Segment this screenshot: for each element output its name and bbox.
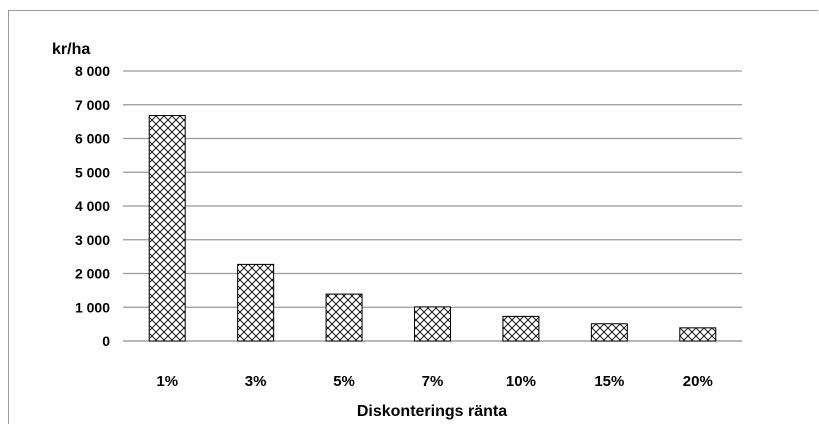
x-tick-label: 15% (594, 373, 624, 390)
y-tick-label: 7 000 (75, 97, 110, 113)
y-tick-label: 5 000 (75, 164, 110, 180)
y-tick-label: 2 000 (75, 266, 110, 282)
y-tick-label: 6 000 (75, 131, 110, 147)
x-tick-label: 7% (422, 373, 444, 390)
y-tick-label: 1 000 (75, 299, 110, 315)
x-axis-label: Diskonterings ränta (357, 403, 507, 420)
y-axis-ticks: 0 1 000 2 000 3 000 4 000 5 000 6 000 7 000 8 00… (75, 63, 110, 349)
bar (148, 115, 186, 342)
bar (325, 293, 363, 342)
chart-frame (8, 10, 818, 424)
x-tick-label: 10% (506, 373, 536, 390)
x-tick-label: 3% (245, 373, 267, 390)
bar (590, 323, 628, 342)
y-tick-label: 8 000 (75, 63, 110, 79)
bar (237, 263, 275, 342)
bars (148, 115, 717, 342)
y-tick-label: 4 000 (75, 198, 110, 214)
bar (502, 315, 540, 342)
y-axis-label: kr/ha (52, 41, 90, 58)
bar (414, 306, 451, 342)
x-tick-label: 1% (156, 373, 178, 390)
gridlines (123, 70, 742, 342)
y-tick-label: 3 000 (75, 232, 110, 248)
bar (679, 327, 717, 342)
x-tick-label: 20% (683, 373, 713, 390)
x-axis-ticks: 1% 3% 5% 7% 10% 15% 20% (156, 373, 712, 390)
x-tick-label: 5% (333, 373, 355, 390)
y-tick-label: 0 (102, 333, 110, 349)
